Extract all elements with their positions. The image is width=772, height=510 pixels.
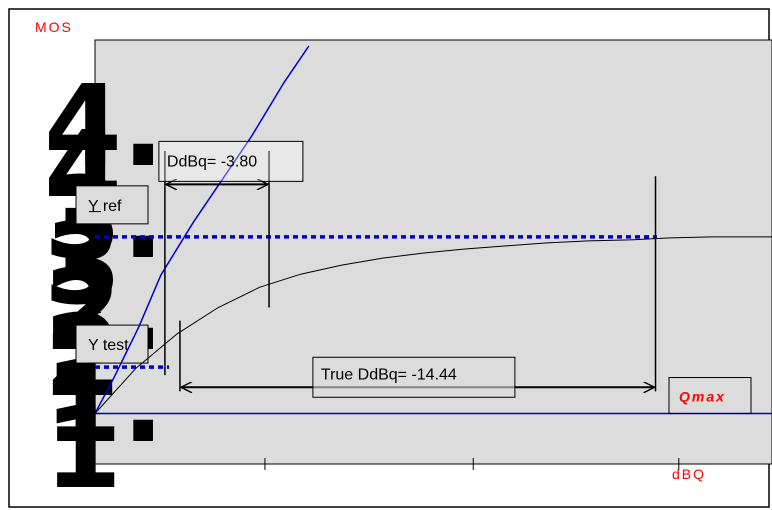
series-line (94, 236, 772, 414)
annotation-box (312, 356, 516, 398)
annotation-box (158, 140, 304, 182)
axis-ticks (89, 110, 680, 470)
x-axis-label: dBQ (672, 466, 706, 482)
ref-label-box (75, 185, 149, 225)
series-layer (94, 45, 772, 414)
y-tick-glyph: 1 (44, 384, 122, 510)
annotations: DdBq= -3.80 True DdBq= -14.44 (158, 140, 655, 398)
y-tick-glyph: 4. (44, 62, 164, 192)
ref-label: Y test (88, 337, 129, 354)
y-axis-label: MOS (35, 19, 73, 35)
qmax-label: Qmax (679, 389, 726, 405)
axis-glyph-layer: 4.43.32.21.1 (44, 62, 164, 510)
annotation-label: DdBq= -3.80 (167, 153, 257, 170)
series-line (94, 45, 310, 414)
ref-label: Y ref (88, 198, 122, 215)
annotation-label: True DdBq= -14.44 (321, 366, 457, 383)
qmax-label-box (668, 377, 752, 415)
